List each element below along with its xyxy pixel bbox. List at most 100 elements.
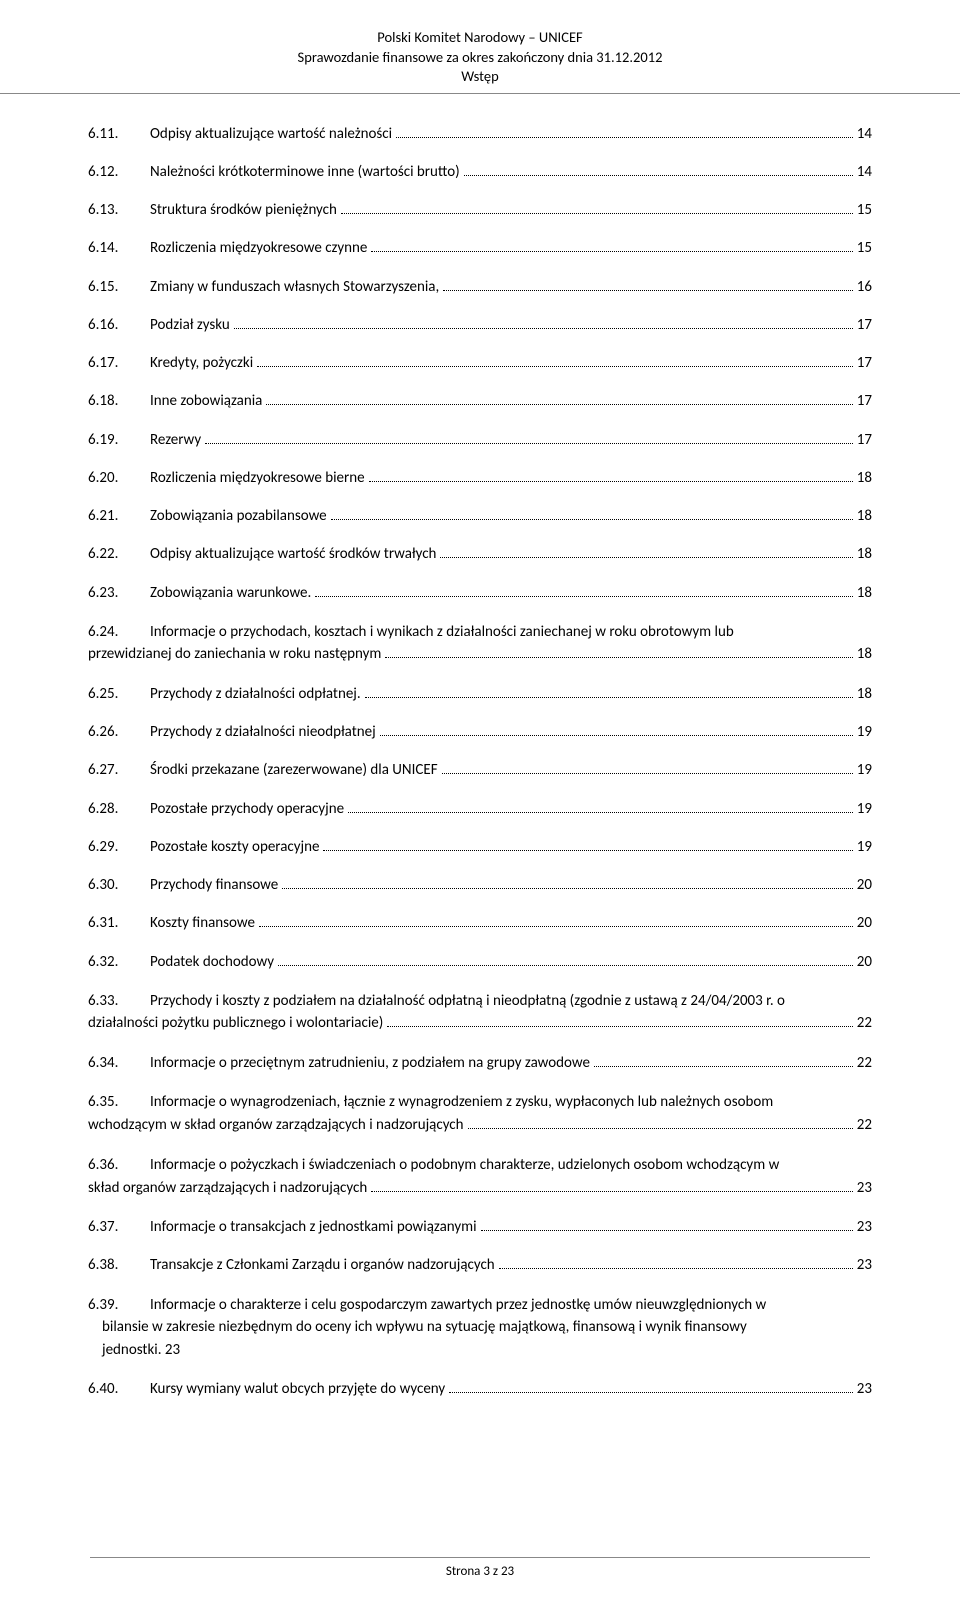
- toc-text: Transakcje z Członkami Zarządu i organów…: [150, 1255, 495, 1275]
- toc-leader: [481, 1219, 853, 1231]
- toc-number: 6.26.: [88, 722, 150, 742]
- toc-entry: 6.20.Rozliczenia międzyokresowe bierne18: [88, 468, 872, 488]
- toc-text: Struktura środków pieniężnych: [150, 200, 337, 220]
- toc-page: 22: [857, 1114, 872, 1137]
- toc-entry: 6.29.Pozostałe koszty operacyjne 19: [88, 837, 872, 857]
- toc-text-line2: skład organów zarządzających i nadzorują…: [88, 1177, 367, 1200]
- toc-page: 23: [857, 1177, 872, 1200]
- toc-number: 6.14.: [88, 238, 150, 258]
- toc-page: 19: [857, 799, 872, 819]
- toc-page: 18: [857, 544, 872, 564]
- toc-leader: [323, 839, 852, 851]
- toc-entry: 6.25.Przychody z działalności odpłatnej.…: [88, 684, 872, 704]
- toc-page: 19: [857, 722, 872, 742]
- toc-leader: [449, 1381, 853, 1393]
- toc-leader: [371, 240, 852, 252]
- toc-leader: [266, 393, 852, 405]
- toc-page: 17: [857, 353, 872, 373]
- toc-leader: [385, 646, 852, 658]
- toc-page: 16: [857, 277, 872, 297]
- toc-text: Podział zysku: [150, 315, 230, 335]
- toc-leader: [282, 877, 853, 889]
- toc-page: 18: [857, 468, 872, 488]
- toc-number: 6.27.: [88, 760, 150, 780]
- table-of-contents: 6.11.Odpisy aktualizujące wartość należn…: [0, 94, 960, 1400]
- toc-page: 15: [857, 200, 872, 220]
- toc-number: 6.24.: [88, 621, 150, 644]
- toc-entry: 6.31.Koszty finansowe 20: [88, 913, 872, 933]
- toc-entry: 6.11.Odpisy aktualizujące wartość należn…: [88, 124, 872, 144]
- toc-leader: [369, 470, 853, 482]
- toc-number: 6.23.: [88, 583, 150, 603]
- toc-text: Pozostałe przychody operacyjne: [150, 799, 344, 819]
- toc-entry: 6.21.Zobowiązania pozabilansowe18: [88, 506, 872, 526]
- toc-entry: 6.28.Pozostałe przychody operacyjne19: [88, 799, 872, 819]
- toc-entry: 6.27.Środki przekazane (zarezerwowane) d…: [88, 760, 872, 780]
- toc-page: 14: [857, 124, 872, 144]
- toc-text: Informacje o przychodach, kosztach i wyn…: [150, 623, 734, 641]
- toc-number: 6.35.: [88, 1091, 150, 1114]
- toc-text: Przychody z działalności nieodpłatnej: [150, 722, 376, 742]
- toc-leader: [396, 126, 853, 138]
- toc-text: Środki przekazane (zarezerwowane) dla UN…: [150, 760, 438, 780]
- toc-entry: 6.18.Inne zobowiązania17: [88, 391, 872, 411]
- toc-number: 6.37.: [88, 1217, 150, 1237]
- toc-number: 6.21.: [88, 506, 150, 526]
- toc-number: 6.19.: [88, 430, 150, 450]
- header-line-2: Sprawozdanie finansowe za okres zakończo…: [0, 48, 960, 68]
- toc-text: Kredyty, pożyczki: [150, 353, 253, 373]
- toc-page: 17: [857, 315, 872, 335]
- toc-entry: 6.23.Zobowiązania warunkowe.18: [88, 583, 872, 603]
- toc-text-line3: jednostki. 23: [88, 1339, 872, 1362]
- toc-text: Kursy wymiany walut obcych przyjęte do w…: [150, 1379, 445, 1399]
- toc-page: 20: [857, 913, 872, 933]
- toc-number: 6.18.: [88, 391, 150, 411]
- toc-number: 6.29.: [88, 837, 150, 857]
- toc-entry: 6.40.Kursy wymiany walut obcych przyjęte…: [88, 1379, 872, 1399]
- toc-entry: 6.30.Przychody finansowe20: [88, 875, 872, 895]
- toc-page: 23: [857, 1255, 872, 1275]
- toc-page: 23: [857, 1379, 872, 1399]
- toc-text: Pozostałe koszty operacyjne: [150, 837, 319, 857]
- toc-text: Informacje o przeciętnym zatrudnieniu, z…: [150, 1053, 590, 1073]
- toc-leader: [365, 686, 853, 698]
- toc-text: Odpisy aktualizujące wartość należności: [150, 124, 392, 144]
- toc-number: 6.31.: [88, 913, 150, 933]
- toc-number: 6.30.: [88, 875, 150, 895]
- toc-leader: [442, 762, 853, 774]
- toc-page: 18: [857, 643, 872, 666]
- toc-page: 15: [857, 238, 872, 258]
- header-line-1: Polski Komitet Narodowy – UNICEF: [0, 28, 960, 48]
- toc-leader: [443, 279, 853, 291]
- toc-entry: 6.38.Transakcje z Członkami Zarządu i or…: [88, 1255, 872, 1275]
- toc-text: Podatek dochodowy: [150, 952, 274, 972]
- footer-text: Strona 3 z 23: [446, 1564, 514, 1579]
- toc-page: 14: [857, 162, 872, 182]
- toc-number: 6.20.: [88, 468, 150, 488]
- toc-leader: [341, 202, 853, 214]
- toc-text: Koszty finansowe: [150, 913, 255, 933]
- toc-entry: 6.35.Informacje o wynagrodzeniach, łączn…: [88, 1091, 872, 1136]
- toc-number: 6.16.: [88, 315, 150, 335]
- toc-leader: [257, 355, 853, 367]
- toc-page: 22: [857, 1053, 872, 1073]
- toc-leader: [464, 164, 853, 176]
- toc-number: 6.15.: [88, 277, 150, 297]
- footer-rule: [90, 1557, 870, 1558]
- toc-text-line2: działalności pożytku publicznego i wolon…: [88, 1012, 383, 1035]
- toc-entry: 6.39.Informacje o charakterze i celu gos…: [88, 1294, 872, 1362]
- toc-leader: [371, 1180, 853, 1192]
- toc-number: 6.39.: [88, 1294, 150, 1317]
- toc-text: Rozliczenia międzyokresowe czynne: [150, 238, 367, 258]
- toc-leader: [278, 954, 853, 966]
- toc-text: Informacje o pożyczkach i świadczeniach …: [150, 1156, 779, 1174]
- toc-page: 19: [857, 837, 872, 857]
- toc-entry: 6.34.Informacje o przeciętnym zatrudnien…: [88, 1053, 872, 1073]
- toc-entry: 6.14.Rozliczenia międzyokresowe czynne 15: [88, 238, 872, 258]
- toc-entry: 6.15.Zmiany w funduszach własnych Stowar…: [88, 277, 872, 297]
- toc-number: 6.12.: [88, 162, 150, 182]
- toc-number: 6.34.: [88, 1053, 150, 1073]
- toc-text: Zobowiązania warunkowe.: [150, 583, 311, 603]
- toc-number: 6.13.: [88, 200, 150, 220]
- toc-leader: [259, 915, 853, 927]
